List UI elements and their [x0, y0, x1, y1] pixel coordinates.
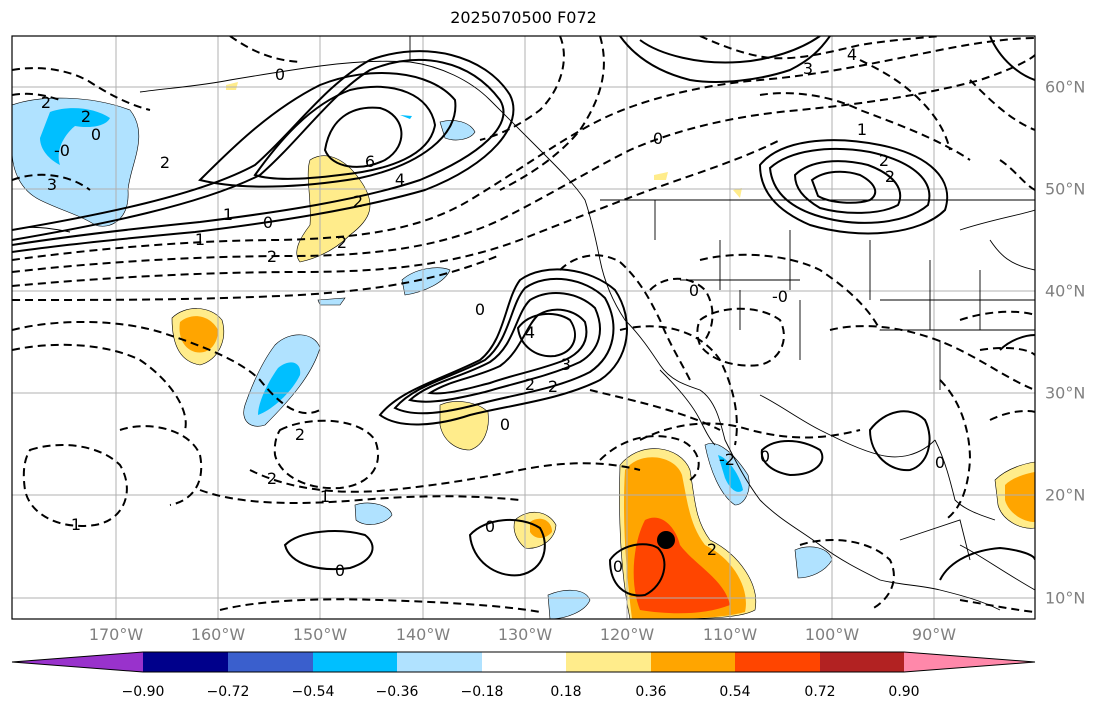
contour-label: 3	[803, 59, 813, 78]
contour-label: 2	[267, 469, 277, 488]
contour-label: 0	[275, 65, 285, 84]
colorbar-segment	[566, 652, 651, 672]
colorbar-tick: −0.54	[291, 684, 335, 700]
lon-label: 100°W	[804, 625, 860, 644]
storm-center-marker	[657, 531, 675, 549]
colorbar-segment	[651, 652, 735, 672]
contour-label: 4	[395, 170, 405, 189]
contour-label: 2	[267, 247, 277, 266]
plot-border	[11, 35, 1036, 620]
lat-label: 30°N	[1045, 383, 1086, 403]
contour-label: 1	[320, 487, 330, 506]
colorbar-segment	[820, 652, 904, 672]
coastlines	[12, 36, 1035, 611]
colorbar-tick: −0.90	[121, 684, 165, 700]
lon-label: 110°W	[702, 625, 758, 644]
colorbar-segment	[143, 652, 228, 672]
contour-label: 1	[857, 120, 867, 139]
contour-label: 4	[525, 323, 535, 342]
contour-label: 1	[195, 230, 205, 249]
contour-label: -0	[54, 141, 70, 160]
contour-label: 0	[935, 453, 945, 472]
contour-label: 0	[475, 300, 485, 319]
contour-label: 1	[71, 515, 81, 534]
colorbar-outline	[11, 651, 1036, 673]
contours	[12, 36, 1035, 597]
contour-label: 1	[223, 205, 233, 224]
contour-label: 2	[707, 540, 717, 559]
contour-label: 0	[613, 557, 623, 576]
contour-label: 2	[337, 233, 347, 252]
contour-label: 2	[353, 192, 363, 211]
lat-label: 60°N	[1045, 77, 1086, 97]
lat-label: 10°N	[1045, 588, 1086, 608]
colorbar-tick: 0.72	[804, 684, 836, 700]
lon-label: 130°W	[497, 625, 553, 644]
contour-label: 2	[879, 151, 889, 170]
contour-label: -0	[772, 287, 788, 306]
contour-label: 4	[847, 45, 857, 64]
colorbar-segment	[313, 652, 397, 672]
contour-label: 0	[689, 281, 699, 300]
lon-label: 150°W	[292, 625, 348, 644]
contour-label: 2	[548, 377, 558, 396]
contour-label: 0	[760, 447, 770, 466]
contour-label: 0	[500, 415, 510, 434]
shading-layer	[12, 82, 1035, 619]
contour-label: -2	[719, 450, 735, 469]
contour-label: 2	[41, 93, 51, 112]
dashed-contours	[12, 36, 1035, 613]
contour-label: 0	[335, 561, 345, 580]
colorbar-tick: −0.18	[460, 684, 504, 700]
colorbar-segment	[228, 652, 313, 672]
colorbar-tick: 0.18	[550, 684, 582, 700]
contour-label: 0	[653, 129, 663, 148]
contour-label: 2	[295, 425, 305, 444]
colorbar-tick: 0.90	[888, 684, 920, 700]
contour-label: 2	[160, 153, 170, 172]
lat-label: 40°N	[1045, 281, 1086, 301]
contour-label: 0	[263, 213, 273, 232]
lat-label: 50°N	[1045, 179, 1086, 199]
contour-label: 0	[91, 125, 101, 144]
colorbar	[11, 651, 1036, 673]
colorbar-segment	[735, 652, 820, 672]
lon-label: 170°W	[88, 625, 144, 644]
colorbar-extend-left	[12, 652, 143, 672]
contour-label: 3	[47, 175, 57, 194]
colorbar-tick: 0.36	[635, 684, 667, 700]
lon-label: 160°W	[190, 625, 246, 644]
colorbar-segment	[482, 652, 566, 672]
contour-label: 2	[885, 167, 895, 186]
lon-label: 120°W	[599, 625, 655, 644]
colorbar-segment	[397, 652, 482, 672]
contour-labels: 2 0 2 -0 3 2 1 0 1 2 6 4 2 2 0 0 4 3 2 2…	[41, 45, 945, 580]
map-title: 2025070500 F072	[450, 8, 597, 27]
colorbar-extend-right	[904, 652, 1035, 672]
lat-label: 20°N	[1045, 485, 1086, 505]
colorbar-tick: 0.54	[719, 684, 751, 700]
contour-label: 0	[485, 517, 495, 536]
contour-label: 2	[81, 107, 91, 126]
colorbar-tick: −0.36	[375, 684, 419, 700]
contour-label: 2	[525, 375, 535, 394]
colorbar-tick: −0.72	[206, 684, 250, 700]
lon-label: 140°W	[395, 625, 451, 644]
contour-label: 6	[365, 152, 375, 171]
lon-label: 90°W	[911, 625, 957, 644]
graticule	[12, 36, 1035, 619]
contour-label: 3	[561, 355, 571, 374]
